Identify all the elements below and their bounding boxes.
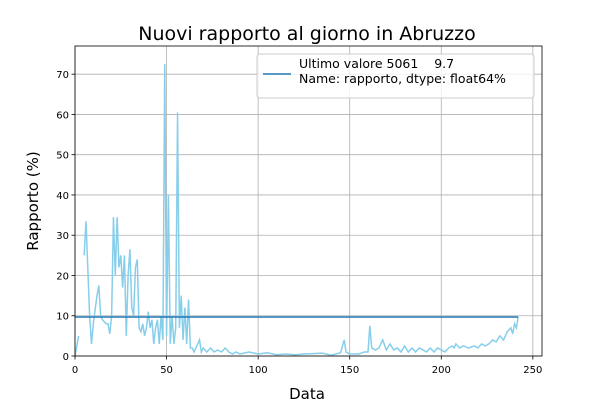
y-tick-label: 0 [63,352,69,363]
y-tick-label: 70 [56,70,69,81]
x-tick-label: 200 [432,365,451,376]
plot-frame [74,45,543,357]
y-tick-label: 40 [56,191,69,202]
legend-box [256,53,535,99]
y-tick-label: 50 [56,151,69,162]
data-line [75,64,519,356]
y-tick-label: 20 [56,271,69,282]
legend-label: Ultimo valore 5061 9.7 Name: rapporto, dt… [299,56,506,86]
x-axis-label: Data [289,385,325,400]
x-tick-label: 150 [340,365,359,376]
y-tick-label: 60 [56,110,69,121]
x-tick-label: 100 [249,365,268,376]
x-tick-label: 50 [160,365,173,376]
y-tick-label: 30 [56,231,69,242]
x-tick-label: 250 [523,365,542,376]
y-axis-label: Rapporto (%) [24,151,42,250]
x-tick-label: 0 [72,365,78,376]
y-tick-label: 10 [56,312,69,323]
chart-title: Nuovi rapporto al giorno in Abruzzo [138,23,476,45]
